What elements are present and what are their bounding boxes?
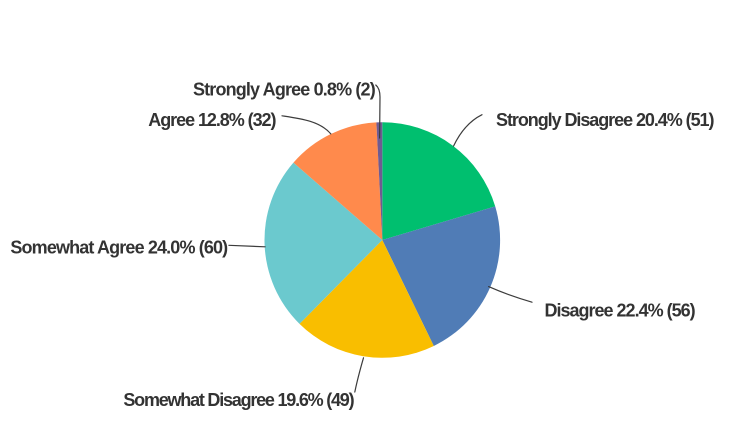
svg-text:Somewhat Agree 24.0% (60): Somewhat Agree 24.0% (60) <box>10 238 228 258</box>
svg-text:Strongly Disagree 20.4% (51): Strongly Disagree 20.4% (51) <box>496 110 714 130</box>
svg-text:Somewhat Disagree 19.6% (49): Somewhat Disagree 19.6% (49) <box>123 390 354 410</box>
svg-text:Strongly Agree 0.8% (2): Strongly Agree 0.8% (2) <box>193 80 376 100</box>
svg-text:Agree 12.8% (32): Agree 12.8% (32) <box>148 110 276 130</box>
svg-text:Disagree 22.4% (56): Disagree 22.4% (56) <box>545 301 696 321</box>
